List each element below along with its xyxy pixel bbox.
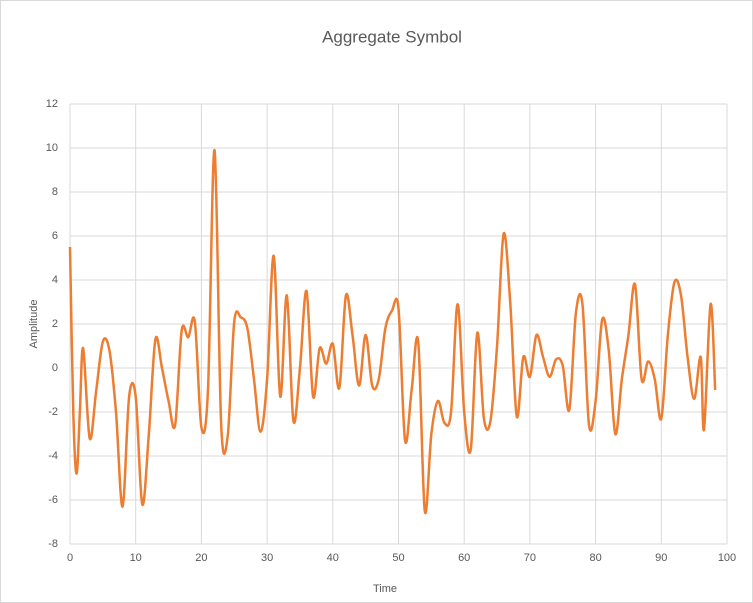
x-tick-label: 20 xyxy=(195,552,207,564)
x-tick-label: 40 xyxy=(327,552,339,564)
y-tick-label: -6 xyxy=(48,494,58,506)
x-axis-label: Time xyxy=(373,583,397,595)
y-tick-label: 0 xyxy=(52,362,58,374)
y-tick-label: 4 xyxy=(52,274,58,286)
x-tick-label: 80 xyxy=(589,552,601,564)
y-tick-label: 8 xyxy=(52,186,58,198)
y-axis-label: Amplitude xyxy=(28,300,40,349)
x-tick-label: 70 xyxy=(524,552,536,564)
y-tick-label: 6 xyxy=(52,230,58,242)
x-tick-label: 90 xyxy=(655,552,667,564)
x-tick-label: 10 xyxy=(130,552,142,564)
y-tick-label: -2 xyxy=(48,406,58,418)
x-tick-label: 50 xyxy=(392,552,404,564)
x-tick-label: 30 xyxy=(261,552,273,564)
y-tick-label: 12 xyxy=(46,98,58,110)
x-tick-label: 100 xyxy=(718,552,736,564)
x-tick-label: 0 xyxy=(67,552,73,564)
data-line xyxy=(68,148,717,515)
chart-title: Aggregate Symbol xyxy=(322,27,462,46)
x-tick-label: 60 xyxy=(458,552,470,564)
y-tick-label: -4 xyxy=(48,450,58,462)
y-tick-label: 10 xyxy=(46,142,58,154)
y-tick-label: -8 xyxy=(48,538,58,550)
y-tick-label: 2 xyxy=(52,318,58,330)
